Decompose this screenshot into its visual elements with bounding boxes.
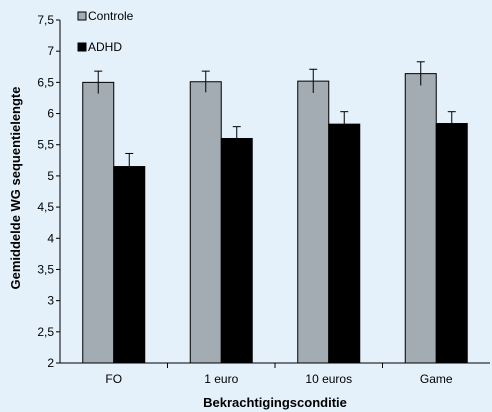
y-tick-label: 4,5 bbox=[37, 200, 54, 214]
bar-controle bbox=[404, 73, 437, 364]
x-tick-label: 10 euros bbox=[305, 372, 352, 386]
y-tick-label: 6 bbox=[47, 107, 54, 121]
x-tick-label: 1 euro bbox=[204, 372, 238, 386]
y-axis: 2 2,5 3 3,5 4 4,5 5 5,5 6 6,5 7 7,5 bbox=[37, 13, 61, 370]
y-tick-label: 3 bbox=[47, 294, 54, 308]
y-tick-label: 2 bbox=[47, 356, 54, 370]
bar-adhd bbox=[435, 123, 468, 364]
y-tick-label: 3,5 bbox=[37, 262, 54, 276]
y-axis-title: Gemiddelde WG sequentielengte bbox=[8, 87, 23, 290]
bar-controle bbox=[189, 81, 222, 364]
y-tick-label: 5 bbox=[47, 169, 54, 183]
x-axis: FO 1 euro 10 euros Game bbox=[60, 362, 490, 386]
x-axis-title: Bekrachtigingsconditie bbox=[203, 395, 347, 410]
bar-adhd bbox=[328, 123, 361, 364]
error-bars-group bbox=[94, 61, 456, 180]
y-tick-label: 6,5 bbox=[37, 75, 54, 89]
y-tick-label: 4 bbox=[47, 231, 54, 245]
legend-swatch-controle bbox=[77, 11, 87, 21]
bar-adhd bbox=[113, 166, 146, 364]
x-tick-label: FO bbox=[105, 372, 122, 386]
x-tick-label: Game bbox=[420, 372, 453, 386]
y-tick-label: 5,5 bbox=[37, 138, 54, 152]
bars-group bbox=[82, 73, 468, 364]
legend-label-adhd: ADHD bbox=[88, 40, 122, 54]
bar-adhd bbox=[220, 137, 253, 364]
y-tick-label: 2,5 bbox=[37, 325, 54, 339]
y-tick-label: 7 bbox=[47, 44, 54, 58]
bar-controle bbox=[82, 81, 115, 364]
legend: Controle ADHD bbox=[77, 9, 134, 54]
bar-controle bbox=[297, 80, 330, 364]
legend-swatch-adhd bbox=[77, 42, 87, 52]
legend-label-controle: Controle bbox=[88, 9, 134, 23]
y-tick-label: 7,5 bbox=[37, 13, 54, 27]
